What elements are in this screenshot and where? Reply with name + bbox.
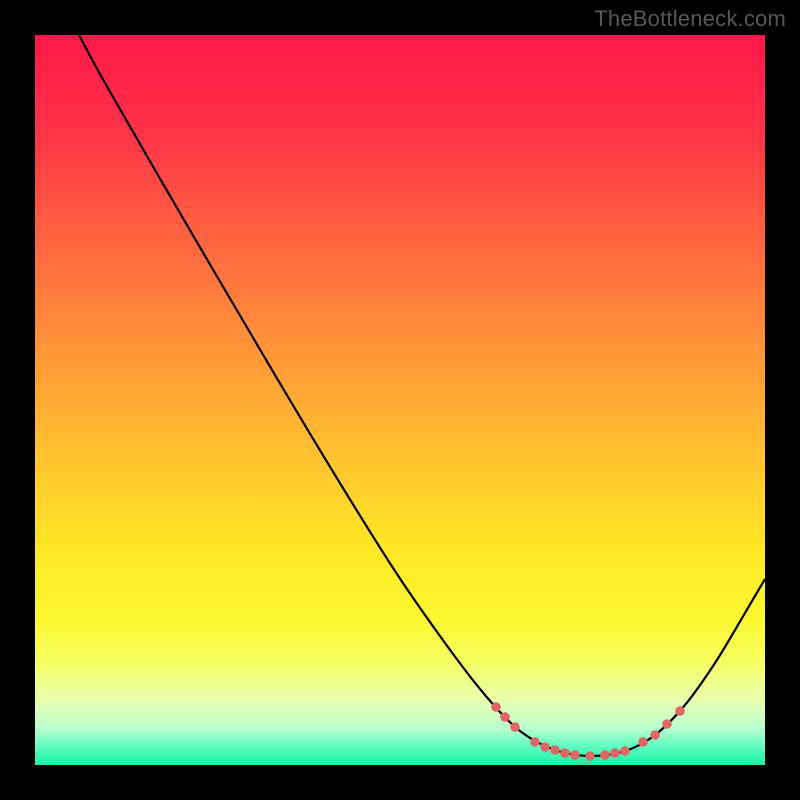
marker-point xyxy=(610,748,620,758)
marker-point xyxy=(620,746,630,756)
marker-point xyxy=(662,719,672,729)
plot-area xyxy=(35,35,765,765)
marker-point xyxy=(560,748,570,758)
marker-point xyxy=(638,737,648,747)
marker-point xyxy=(510,722,520,732)
marker-point xyxy=(570,750,580,760)
marker-point xyxy=(550,745,560,755)
marker-point xyxy=(530,737,540,747)
marker-point xyxy=(675,706,685,716)
marker-point xyxy=(491,702,501,712)
marker-point xyxy=(540,742,550,752)
marker-point xyxy=(650,730,660,740)
marker-point xyxy=(500,712,510,722)
watermark-text: TheBottleneck.com xyxy=(594,6,786,32)
curve-layer xyxy=(35,35,765,765)
marker-point xyxy=(585,751,595,761)
bottleneck-curve xyxy=(79,35,765,756)
marker-point xyxy=(600,750,610,760)
chart-container: TheBottleneck.com xyxy=(0,0,800,800)
